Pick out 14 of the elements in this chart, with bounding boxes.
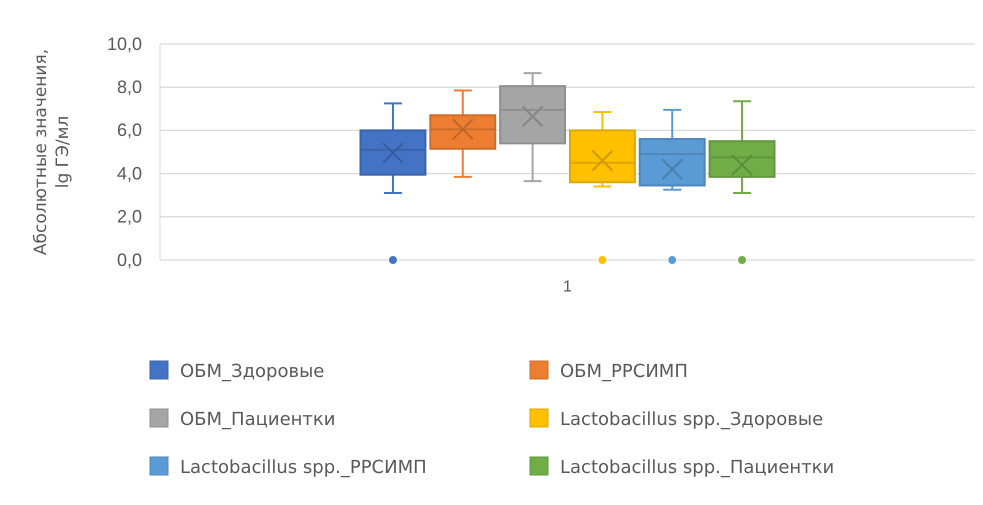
- y-tick-label: 2,0: [116, 206, 142, 227]
- y-tick-label: 8,0: [116, 76, 142, 97]
- legend-label: Lactobacillus spp._РРСИМП: [180, 457, 427, 478]
- legend-label: Lactobacillus spp._Здоровые: [560, 409, 824, 430]
- x-tick-label: 1: [563, 278, 572, 296]
- y-tick-label: 6,0: [116, 120, 142, 140]
- legend-label: ОБМ_Пациентки: [180, 409, 336, 430]
- y-axis-title: Абсолютные значения, lg ГЭ/мл: [31, 48, 73, 256]
- legend-label: Lactobacillus spp._Пациентки: [560, 457, 834, 478]
- y-tick-label: 4,0: [116, 163, 142, 184]
- y-tick-label: 0,0: [116, 250, 142, 270]
- legend-label: ОБМ_РРСИМП: [560, 361, 688, 382]
- y-tick-label: 10,0: [106, 34, 142, 54]
- legend-label: ОБМ_Здоровые: [180, 361, 324, 382]
